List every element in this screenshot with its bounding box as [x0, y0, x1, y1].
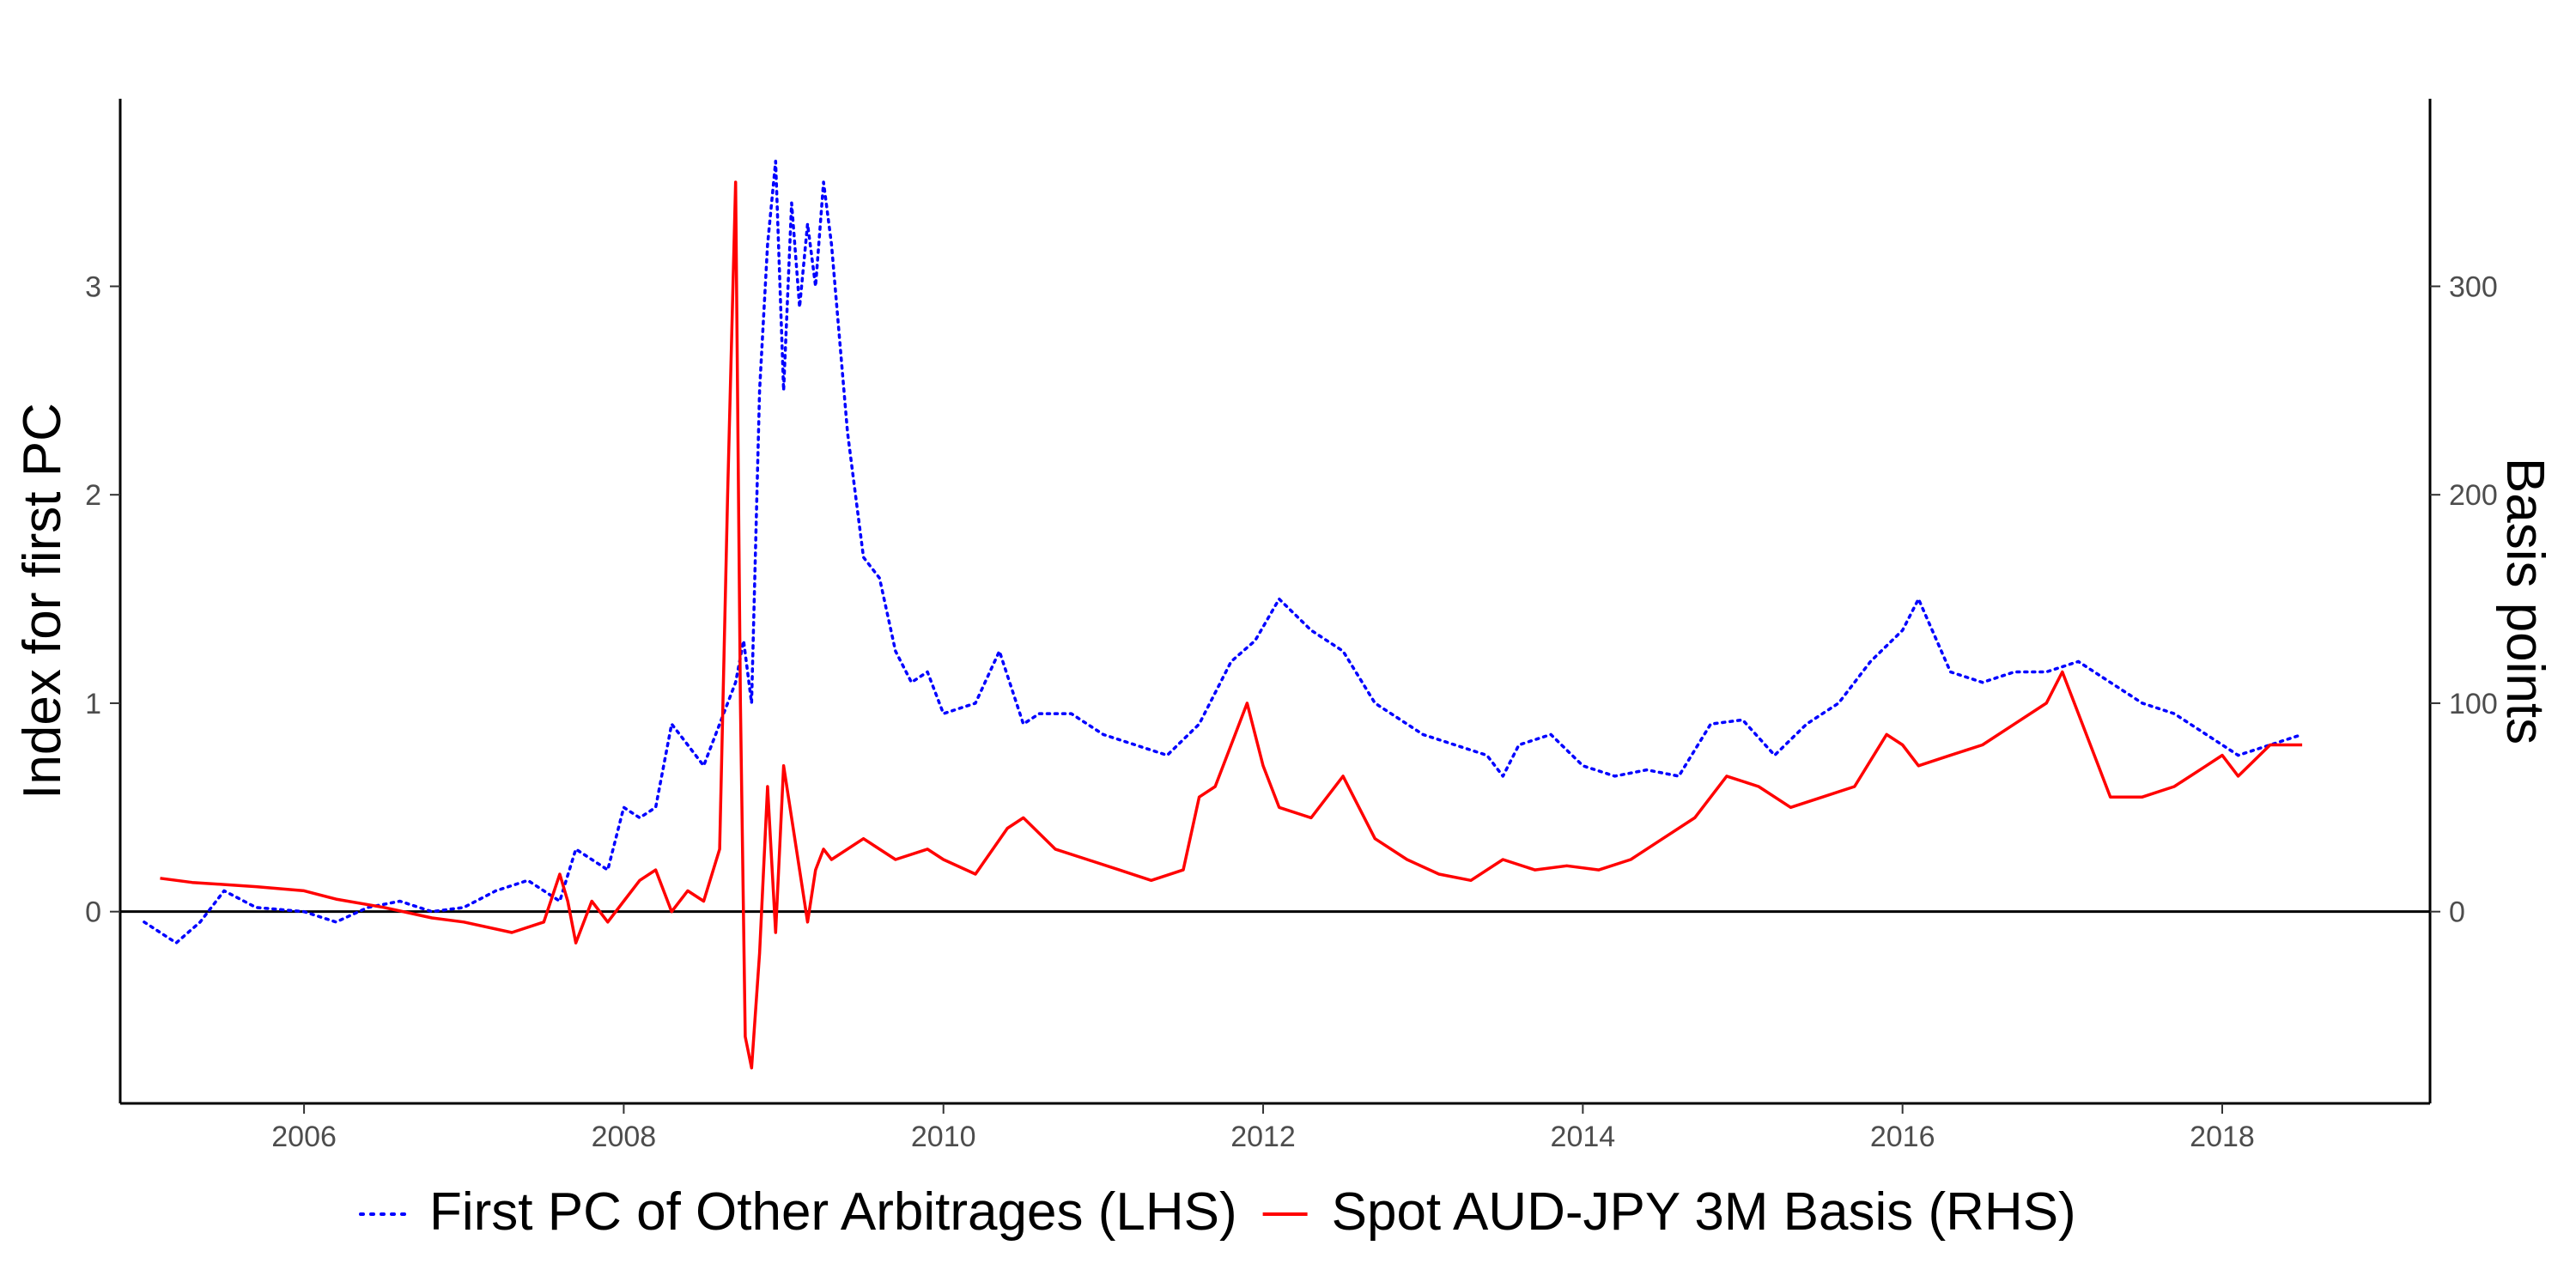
left-y-tick-label: 3: [85, 270, 101, 303]
legend-label-1: First PC of Other Arbitrages (LHS): [429, 1182, 1237, 1242]
legend: First PC of Other Arbitrages (LHS) Spot A…: [359, 1182, 2076, 1242]
right-y-tick-label: 200: [2449, 479, 2498, 512]
x-tick-label: 2012: [1230, 1121, 1296, 1153]
x-tick-label: 2008: [592, 1121, 657, 1153]
left-y-tick-label: 1: [85, 688, 101, 720]
right-y-tick-label: 0: [2449, 896, 2465, 929]
legend-label-2: Spot AUD-JPY 3M Basis (RHS): [1332, 1182, 2076, 1242]
left-y-tick-label: 0: [85, 896, 101, 929]
right-y-tick-label: 100: [2449, 688, 2498, 720]
plot-frame: [118, 99, 2432, 1105]
series-line-2: [160, 180, 2303, 1070]
series-line-1: [143, 160, 2304, 945]
x-tick-label: 2016: [1870, 1121, 1935, 1153]
left-y-axis-title: Index for first PC: [13, 403, 72, 799]
right-y-tick-label: 300: [2449, 270, 2498, 303]
right-y-axis-title: Basis points: [2495, 458, 2555, 744]
right-y-axis-ticks: 0 100 200 300: [2430, 270, 2498, 929]
x-tick-label: 2018: [2190, 1121, 2255, 1153]
x-tick-label: 2014: [1551, 1121, 1616, 1153]
left-y-tick-label: 2: [85, 479, 101, 512]
left-y-axis-ticks: 0 1 2 3: [85, 270, 120, 929]
x-tick-label: 2010: [911, 1121, 976, 1153]
x-tick-label: 2006: [271, 1121, 337, 1153]
series-layer: [143, 160, 2304, 1070]
x-axis-ticks: 2006 2008 2010 2012 2014 2016 2018: [271, 1103, 2255, 1153]
